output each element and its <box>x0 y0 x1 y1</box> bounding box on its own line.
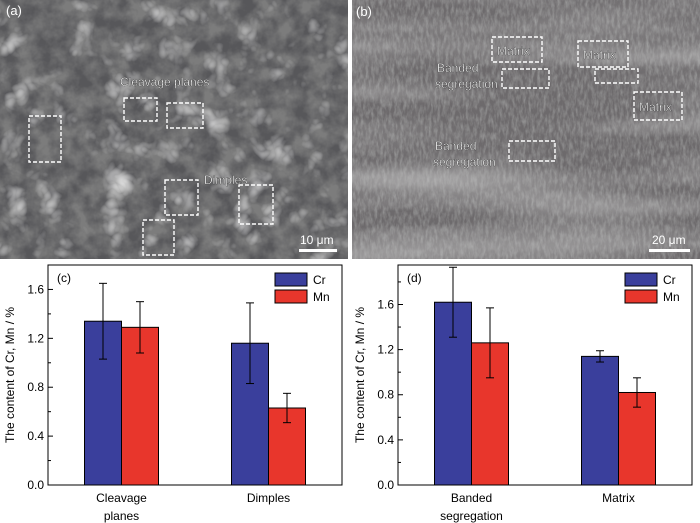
scale-bar-label-a: 10 μm <box>300 233 334 247</box>
legend-label: Cr <box>313 273 326 287</box>
dashed-box <box>123 97 158 122</box>
legend-swatch <box>274 272 308 287</box>
annotation-banded-segregation-2: Banded segregation <box>433 139 496 169</box>
annotation-line: Banded <box>435 139 476 153</box>
x-category-label: Banded segregation <box>440 491 503 523</box>
y-axis-label: The content of Cr, Mn / % <box>3 307 17 443</box>
micrograph-a-svg: (a) Cleavage planes Dimples 10 μm <box>0 0 348 259</box>
micrograph-b-bands <box>352 0 700 259</box>
panel-label: (c) <box>57 271 71 285</box>
micrograph-b: (b) Matrix Matrix Matrix Banded segregati… <box>352 0 700 259</box>
micrograph-b-svg: (b) Matrix Matrix Matrix Banded segregati… <box>352 0 700 259</box>
x-category-label-line: planes <box>104 509 139 523</box>
y-tick-label: 0.4 <box>27 429 44 443</box>
plot-frame <box>47 264 343 486</box>
annotation-line: Banded <box>437 61 478 75</box>
legend-label: Mn <box>663 290 680 304</box>
panel-label: (d) <box>407 271 422 285</box>
panel-label-b: (b) <box>356 4 372 19</box>
annotation-banded-segregation-1: Banded segregation <box>435 61 498 91</box>
y-tick-label: 1.2 <box>27 331 44 345</box>
y-tick-label: 0.4 <box>377 433 394 447</box>
chart-c: 0.0 0.4 0.8 1.2 1.6 The content of Cr, Mn / %… <box>3 264 343 523</box>
dashed-box <box>142 219 175 256</box>
y-tick-label: 0.8 <box>27 380 44 394</box>
dashed-box <box>491 36 543 63</box>
annotation-line: segregation <box>435 77 498 91</box>
y-axis-label: The content of Cr, Mn / % <box>353 307 367 443</box>
panel-label-a: (a) <box>6 3 22 18</box>
legend-label: Cr <box>663 273 676 287</box>
x-category-label-line: segregation <box>440 509 503 523</box>
scale-bar-a <box>299 249 337 252</box>
dashed-box <box>508 140 556 162</box>
plot-frame <box>397 264 693 486</box>
annotation-line: segregation <box>433 155 496 169</box>
y-tick-label: 1.6 <box>377 297 394 311</box>
dashed-box <box>501 68 550 89</box>
annotation-matrix-1: Matrix <box>497 44 530 58</box>
chart-panel-c: 0.0 0.4 0.8 1.2 1.6 The content of Cr, Mn / %… <box>0 260 350 523</box>
micrograph-a-texture-light <box>0 0 348 259</box>
chart-panel-d: 0.0 0.4 0.8 1.2 1.6 The content of Cr, Mn / %… <box>350 260 700 523</box>
x-category-label: Cleavage planes <box>96 491 147 523</box>
scale-bar-label-b: 20 μm <box>652 233 686 247</box>
dashed-box <box>166 102 204 129</box>
legend-swatch <box>624 289 658 304</box>
y-tick-label: 0.0 <box>27 478 44 492</box>
x-category-label: Dimples <box>247 491 290 505</box>
annotation-cleavage-planes: Cleavage planes <box>120 75 209 89</box>
dashed-box <box>577 40 629 68</box>
y-tick-label: 1.6 <box>27 282 44 296</box>
annotation-dimples: Dimples <box>204 173 247 187</box>
annotation-matrix-3: Matrix <box>639 100 672 114</box>
annotation-matrix-2: Matrix <box>583 48 616 62</box>
y-tick-label: 0.0 <box>377 478 394 492</box>
legend-swatch <box>274 289 308 304</box>
dashed-box <box>238 184 274 225</box>
dashed-box <box>28 115 62 163</box>
legend-swatch <box>624 272 658 287</box>
chart-d: 0.0 0.4 0.8 1.2 1.6 The content of Cr, Mn / %… <box>353 264 693 523</box>
dashed-box <box>164 179 199 216</box>
y-tick-label: 1.2 <box>377 343 394 357</box>
x-category-label-line: Cleavage <box>96 491 147 505</box>
x-category-label-line: Dimples <box>247 491 290 505</box>
x-category-label-line: Matrix <box>602 491 635 505</box>
bar-mn <box>121 326 159 486</box>
y-tick-label: 0.8 <box>377 388 394 402</box>
scale-bar-b <box>649 249 690 252</box>
dashed-box <box>594 68 639 84</box>
dashed-box <box>633 91 683 121</box>
x-category-label-line: Banded <box>451 491 492 505</box>
bar-cr <box>581 355 619 486</box>
micrograph-a: (a) Cleavage planes Dimples 10 μm <box>0 0 348 259</box>
legend-label: Mn <box>313 290 330 304</box>
x-category-label: Matrix <box>602 491 635 505</box>
